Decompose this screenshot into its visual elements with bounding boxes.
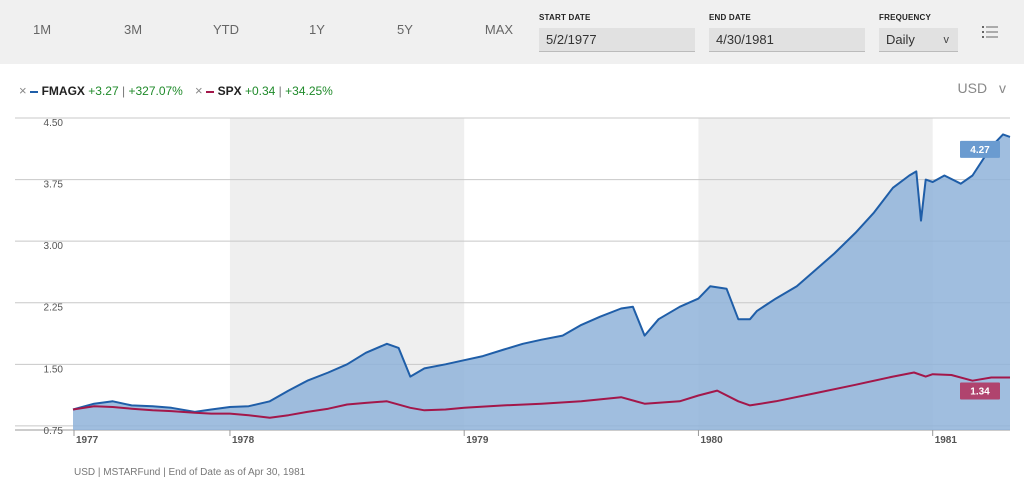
x-tick-label: 1981 — [935, 435, 958, 446]
currency-value: USD — [957, 80, 988, 96]
end-date-input[interactable]: 4/30/1981 — [709, 28, 865, 52]
legend-spx-sep: | — [278, 84, 282, 98]
spx-line — [72, 371, 1010, 419]
frequency-value: Daily — [886, 32, 915, 47]
legend-fmagx-change: +3.27 — [88, 84, 119, 98]
frequency-select[interactable]: Daily v — [879, 28, 958, 52]
remove-spx-icon[interactable]: × — [195, 83, 203, 98]
fmagx-area — [73, 134, 1010, 430]
chart-legend: × FMAGX +3.27 | +327.07% × SPX +0.34 | +34… — [0, 83, 1024, 101]
start-date-input[interactable]: 5/2/1977 — [539, 28, 695, 52]
spx-end-label: 1.34 — [970, 386, 990, 397]
frequency-label: FREQUENCY — [879, 13, 932, 22]
end-date-label: END DATE — [709, 13, 751, 22]
remove-fmagx-icon[interactable]: × — [19, 83, 27, 98]
price-chart: 4.50 3.75 3.00 2.25 1.50 0.75 1977 1978 1979 1980… — [15, 117, 1011, 446]
list-menu-icon[interactable] — [982, 25, 998, 39]
legend-spx-pct: +34.25% — [285, 84, 333, 98]
legend-item-fmagx: × FMAGX +3.27 | +327.07% — [19, 83, 183, 98]
fmagx-swatch — [29, 90, 38, 93]
range-max-button[interactable]: MAX — [484, 22, 514, 37]
legend-fmagx-name: FMAGX — [41, 84, 85, 98]
spx-swatch — [205, 90, 214, 93]
legend-spx-change: +0.34 — [244, 84, 276, 98]
legend-fmagx-sep: | — [122, 84, 126, 98]
x-tick-label: 1979 — [466, 435, 489, 446]
y-tick-label: 2.25 — [44, 303, 64, 314]
range-ytd-button[interactable]: YTD — [213, 22, 239, 37]
spx-end-badge — [960, 382, 1000, 400]
fmagx-end-label: 4.27 — [970, 145, 990, 156]
legend-fmagx-pct: +327.07% — [128, 84, 183, 98]
toolbar: 1M 3M YTD 1Y 5Y MAX START DATE 5/2/1977 … — [0, 0, 1024, 64]
range-1y-button[interactable]: 1Y — [309, 22, 325, 37]
start-date-label: START DATE — [539, 13, 591, 22]
y-tick-label: 3.75 — [44, 180, 64, 191]
currency-select[interactable]: USD v — [958, 80, 1006, 96]
legend-spx-name: SPX — [217, 84, 242, 98]
range-5y-button[interactable]: 5Y — [397, 22, 413, 37]
fmagx-line — [72, 133, 1011, 413]
y-tick-label: 3.00 — [44, 241, 64, 252]
x-tick-label: 1980 — [700, 435, 723, 446]
chevron-down-icon: v — [943, 34, 950, 46]
legend-item-spx: × SPX +0.34 | +34.25% — [195, 83, 333, 98]
y-tick-label: 0.75 — [44, 426, 64, 437]
x-tick-label: 1978 — [232, 435, 255, 446]
chart-footer: USD | MSTARFund | End of Date as of Apr … — [74, 467, 306, 478]
range-1m-button[interactable]: 1M — [32, 22, 52, 37]
chevron-down-icon: v — [999, 80, 1006, 96]
fmagx-end-badge — [960, 140, 1000, 158]
range-3m-button[interactable]: 3M — [123, 22, 143, 37]
y-tick-label: 1.50 — [44, 364, 64, 375]
y-tick-label: 4.50 — [44, 118, 64, 129]
x-tick-label: 1977 — [76, 435, 99, 446]
